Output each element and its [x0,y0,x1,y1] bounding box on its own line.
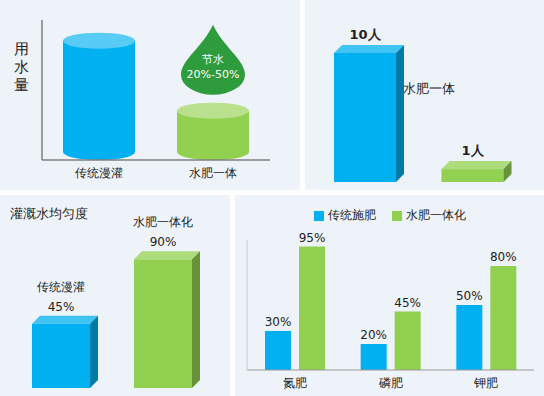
svg-text:节水: 节水 [202,53,224,66]
html-text:量: 量 [14,76,29,94]
html-text:水: 水 [14,58,29,76]
svg-text:95%: 95% [299,231,326,245]
svg-text:传统漫灌: 传统漫灌 [37,280,85,294]
svg-text:90%: 90% [150,235,177,249]
html-text:用: 用 [14,40,29,58]
svg-text:水肥一体化: 水肥一体化 [133,215,193,229]
svg-text:传统漫灌: 传统漫灌 [75,166,123,180]
svg-text:45%: 45% [48,300,75,314]
html-text:传统施肥: 传统施肥 [327,208,376,222]
html-text:水肥一体: 水肥一体 [403,81,455,96]
svg-text:钾肥: 钾肥 [473,376,498,390]
svg-text:水肥一体: 水肥一体 [189,166,237,180]
html-text:灌溉水均匀度: 灌溉水均匀度 [10,206,88,221]
svg-text:1人: 1人 [461,143,484,158]
svg-text:80%: 80% [490,250,517,264]
svg-text:45%: 45% [394,296,421,310]
svg-text:氮肥: 氮肥 [283,376,307,390]
svg-text:30%: 30% [265,315,292,329]
svg-text:10人: 10人 [349,27,381,42]
svg-text:50%: 50% [456,289,483,303]
svg-text:20%-50%: 20%-50% [187,68,240,81]
svg-text:磷肥: 磷肥 [378,376,403,390]
html-text:水肥一体化: 水肥一体化 [405,208,466,222]
svg-text:20%: 20% [360,328,387,342]
